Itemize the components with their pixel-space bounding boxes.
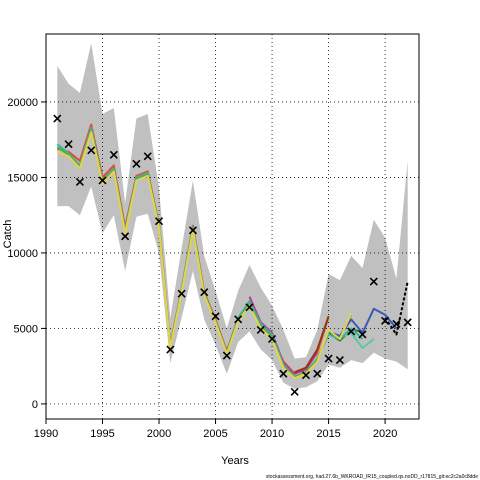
observed-point-2004 bbox=[200, 288, 209, 297]
observed-point-2016 bbox=[335, 356, 344, 365]
x-tick-label-2020: 2020 bbox=[373, 428, 397, 440]
x-tick-label-1990: 1990 bbox=[34, 428, 58, 440]
observed-point-stroke-b bbox=[347, 327, 356, 336]
axis-layer: 1990 1995 2000 2005 2010 2015 2020 0 5000 10000 15… bbox=[7, 97, 397, 440]
observed-point-stroke-b bbox=[256, 325, 265, 334]
series-line-5 bbox=[339, 331, 375, 349]
observed-point-2010 bbox=[267, 334, 277, 344]
observed-point-stroke-b bbox=[87, 146, 96, 155]
observed-point-2021 bbox=[392, 319, 401, 328]
observed-point-stroke-b bbox=[109, 150, 118, 159]
y-tick-label-20000: 20000 bbox=[7, 97, 38, 109]
x-tick-label-2015: 2015 bbox=[316, 428, 340, 440]
observed-point-stroke-b bbox=[381, 316, 390, 325]
observed-point-stroke-b bbox=[234, 315, 243, 324]
observed-point-2013 bbox=[301, 371, 311, 380]
observed-point-stroke-b bbox=[324, 354, 333, 363]
observed-point-2008 bbox=[245, 303, 254, 312]
series-layer bbox=[56, 123, 409, 380]
observed-point-stroke-b bbox=[403, 318, 412, 327]
observed-point-2009 bbox=[256, 325, 265, 334]
observed-point-1993 bbox=[75, 177, 84, 187]
series-line-10 bbox=[56, 131, 353, 380]
observed-point-stroke-b bbox=[154, 217, 164, 226]
x-tick-label-2010: 2010 bbox=[260, 428, 284, 440]
observed-point-stroke-b bbox=[279, 369, 288, 378]
observed-points-layer bbox=[53, 114, 412, 396]
observed-point-2006 bbox=[222, 351, 231, 360]
observed-point-stroke-b bbox=[121, 232, 130, 241]
observed-point-2017 bbox=[347, 327, 356, 336]
observed-point-stroke-b bbox=[188, 226, 198, 235]
observed-point-stroke-b bbox=[301, 371, 311, 380]
observed-point-stroke-b bbox=[313, 369, 322, 378]
observed-point-stroke-b bbox=[369, 277, 378, 286]
observed-point-stroke-b bbox=[245, 303, 254, 312]
observed-point-2011 bbox=[279, 369, 288, 378]
observed-point-stroke-b bbox=[98, 176, 107, 185]
observed-point-1994 bbox=[87, 146, 96, 155]
observed-point-2012 bbox=[290, 387, 299, 396]
observed-point-1995 bbox=[98, 176, 107, 185]
source-caption: stockassessment.org, had.27.6b_WKROAD_IR… bbox=[266, 474, 478, 480]
observed-point-2020 bbox=[381, 316, 390, 325]
observed-point-stroke-b bbox=[75, 177, 84, 187]
observed-point-2019 bbox=[369, 277, 378, 286]
y-tick-label-0: 0 bbox=[32, 399, 38, 411]
observed-point-2014 bbox=[313, 369, 322, 378]
observed-point-2005 bbox=[211, 312, 220, 321]
y-tick-label-15000: 15000 bbox=[7, 172, 38, 184]
series-line-9 bbox=[384, 281, 409, 336]
observed-point-stroke-b bbox=[267, 334, 277, 344]
observed-point-2022 bbox=[403, 318, 412, 327]
y-axis-label: Catch bbox=[2, 220, 14, 249]
observed-point-stroke-b bbox=[392, 319, 401, 328]
observed-point-stroke-b bbox=[211, 312, 220, 321]
observed-point-2018 bbox=[358, 330, 367, 339]
observed-point-stroke-b bbox=[290, 387, 299, 396]
observed-point-stroke-b bbox=[53, 114, 62, 123]
y-tick-label-10000: 10000 bbox=[7, 248, 38, 260]
observed-point-1992 bbox=[64, 140, 73, 149]
observed-point-stroke-b bbox=[177, 289, 186, 298]
observed-point-1996 bbox=[109, 150, 118, 159]
observed-point-2000 bbox=[154, 217, 164, 226]
confidence-band-layer bbox=[57, 43, 408, 389]
observed-point-1999 bbox=[143, 152, 152, 161]
y-tick-label-5000: 5000 bbox=[14, 323, 38, 335]
series-line-3 bbox=[294, 315, 330, 374]
observed-point-1991 bbox=[53, 114, 62, 123]
x-tick-label-1995: 1995 bbox=[90, 428, 114, 440]
x-axis-label: Years bbox=[221, 455, 249, 467]
observed-point-stroke-b bbox=[222, 351, 231, 360]
observed-point-stroke-b bbox=[143, 152, 152, 161]
x-tick-label-2000: 2000 bbox=[147, 428, 171, 440]
observed-point-2007 bbox=[234, 315, 243, 324]
observed-point-1997 bbox=[121, 232, 130, 241]
observed-point-2003 bbox=[188, 226, 198, 235]
observed-point-stroke-b bbox=[132, 159, 141, 168]
x-tick-label-2005: 2005 bbox=[203, 428, 227, 440]
observed-point-stroke-b bbox=[358, 330, 367, 339]
observed-point-stroke-b bbox=[166, 345, 175, 354]
observed-point-1998 bbox=[132, 159, 141, 168]
observed-point-2002 bbox=[177, 289, 186, 298]
plot-frame bbox=[45, 33, 420, 420]
observed-point-stroke-b bbox=[64, 140, 73, 149]
confidence-band bbox=[57, 43, 408, 389]
observed-point-2015 bbox=[324, 354, 333, 363]
observed-point-2001 bbox=[166, 345, 175, 354]
observed-point-stroke-b bbox=[200, 288, 209, 297]
series-line-8 bbox=[328, 307, 398, 337]
observed-point-stroke-b bbox=[335, 356, 344, 365]
